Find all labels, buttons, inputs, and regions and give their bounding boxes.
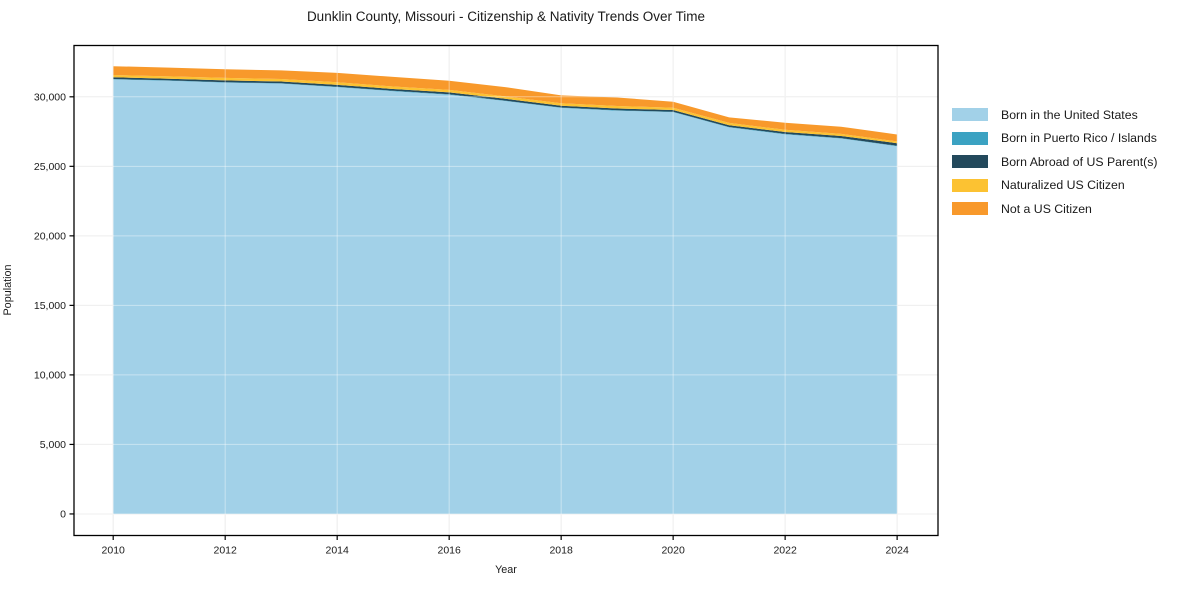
- area-born-in-the-united-states: [113, 79, 898, 514]
- legend-swatch-icon: [952, 202, 988, 216]
- y-tick-label: 20,000: [34, 230, 66, 242]
- x-tick-label: 2022: [773, 545, 797, 557]
- legend-swatch-icon: [952, 108, 988, 122]
- legend-label: Born in the United States: [1001, 107, 1138, 122]
- legend-label: Born Abroad of US Parent(s): [1001, 154, 1158, 169]
- y-tick-label: 25,000: [34, 161, 66, 173]
- legend-item: Born in Puerto Rico / Islands: [952, 127, 1158, 151]
- legend-swatch-icon: [952, 131, 988, 145]
- x-tick-label: 2020: [661, 545, 685, 557]
- y-tick-label: 15,000: [34, 300, 66, 312]
- legend-item: Born Abroad of US Parent(s): [952, 150, 1158, 174]
- x-tick-label: 2024: [885, 545, 909, 557]
- legend-item: Naturalized US Citizen: [952, 174, 1158, 198]
- axis-ticks: [69, 96, 898, 540]
- area-not-a-us-citizen: [113, 66, 898, 142]
- legend-label: Not a US Citizen: [1001, 201, 1092, 216]
- chart-title: Dunklin County, Missouri - Citizenship &…: [306, 9, 706, 24]
- y-tick-label: 0: [60, 509, 66, 521]
- x-tick-label: 2014: [325, 545, 349, 557]
- x-axis-label: Year: [495, 564, 517, 576]
- x-tick-label: 2018: [549, 545, 573, 557]
- gridlines-over: [74, 45, 938, 536]
- tick-labels: 0 5,000 10,000 15,000 20,000 25,000 30,000 2010…: [34, 91, 909, 556]
- x-tick-label: 2010: [102, 545, 126, 557]
- legend-item: Born in the United States: [952, 103, 1158, 127]
- legend-label: Naturalized US Citizen: [1001, 178, 1125, 193]
- stacked-areas: [113, 66, 898, 514]
- y-tick-label: 30,000: [34, 91, 66, 103]
- legend-label: Born in Puerto Rico / Islands: [1001, 131, 1157, 146]
- y-tick-label: 10,000: [34, 370, 66, 382]
- legend-swatch-icon: [952, 178, 988, 192]
- legend-swatch-icon: [952, 155, 988, 169]
- legend-item: Not a US Citizen: [952, 197, 1158, 221]
- y-axis-label: Population: [2, 264, 14, 316]
- x-tick-label: 2012: [214, 545, 238, 557]
- plot-frame: [73, 44, 939, 537]
- y-tick-label: 5,000: [40, 439, 66, 451]
- x-tick-label: 2016: [437, 545, 461, 557]
- legend: Born in the United States Born in Puerto …: [952, 103, 1158, 221]
